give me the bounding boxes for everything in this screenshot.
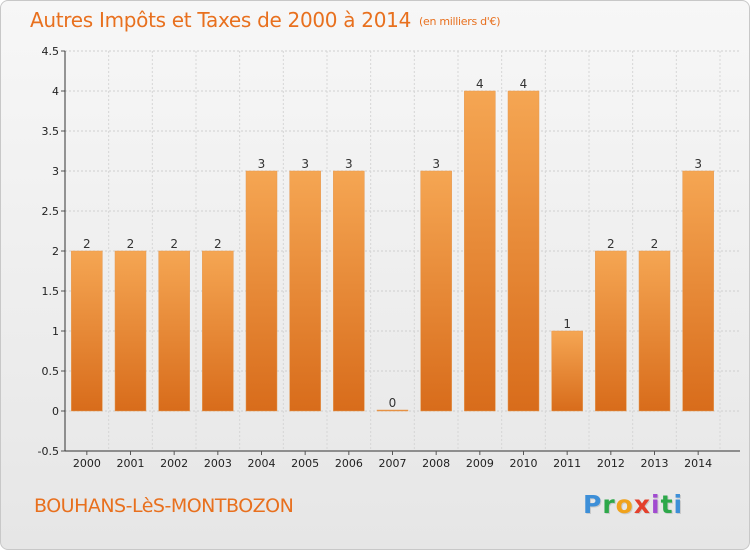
bar-data-label: 3: [345, 157, 353, 171]
logo-letter: o: [615, 490, 634, 519]
y-tick-label: 4.5: [42, 45, 60, 58]
y-tick-label: 0.5: [42, 365, 60, 378]
bar-data-label: 2: [651, 237, 659, 251]
bar-data-label: 1: [563, 317, 571, 331]
bar-data-label: 2: [127, 237, 135, 251]
x-tick-label: 2012: [597, 457, 625, 470]
commune-name: BOUHANS-LèS-MONTBOZON: [34, 495, 294, 517]
x-tick-label: 2009: [466, 457, 494, 470]
x-tick-label: 2007: [379, 457, 407, 470]
bar: [71, 250, 103, 412]
bar-data-label: 2: [170, 237, 178, 251]
bar: [202, 250, 234, 412]
y-tick-label: 3: [52, 165, 59, 178]
x-tick-label: 2008: [422, 457, 450, 470]
logo-letter: i: [651, 490, 661, 519]
bar: [376, 409, 409, 412]
bar-data-label: 2: [214, 237, 222, 251]
x-tick-label: 2004: [248, 457, 276, 470]
logo-letter: t: [660, 490, 674, 519]
y-tick-label: 4: [52, 85, 59, 98]
x-tick-label: 2005: [291, 457, 319, 470]
x-tick-label: 2013: [641, 457, 669, 470]
bar: [464, 90, 496, 412]
logo-letter: r: [602, 490, 616, 519]
logo-letter: i: [673, 490, 684, 519]
bar: [333, 170, 365, 412]
y-tick-label: 1: [52, 325, 59, 338]
x-tick-label: 2014: [684, 457, 712, 470]
x-tick-label: 2006: [335, 457, 363, 470]
title-text: Autres Impôts et Taxes de 2000 à 2014: [30, 8, 411, 32]
unit-label: (en milliers d'€): [419, 15, 501, 28]
chart-title: Autres Impôts et Taxes de 2000 à 2014 (en…: [30, 8, 500, 32]
bar: [158, 250, 190, 412]
bar: [289, 170, 321, 412]
bar-data-label: 4: [520, 77, 528, 91]
y-tick-label: 0: [52, 405, 59, 418]
bar-data-label: 3: [258, 157, 266, 171]
bar-data-label: 0: [389, 396, 397, 410]
bar-data-label: 2: [83, 237, 91, 251]
bar-data-label: 3: [694, 157, 702, 171]
bar-data-label: 2: [607, 237, 615, 251]
y-tick-label: -0.5: [38, 445, 59, 458]
logo-letter: P: [583, 490, 603, 519]
x-tick-label: 2001: [117, 457, 145, 470]
y-tick-label: 2.5: [42, 205, 60, 218]
bar-data-label: 3: [301, 157, 309, 171]
x-tick-label: 2010: [510, 457, 538, 470]
bar: [682, 170, 714, 412]
y-tick-label: 1.5: [42, 285, 60, 298]
bar: [595, 250, 627, 412]
y-tick-label: 3.5: [42, 125, 60, 138]
logo-letter: x: [633, 490, 651, 519]
bar-data-label: 4: [476, 77, 484, 91]
x-tick-label: 2000: [73, 457, 101, 470]
bar: [420, 170, 452, 412]
x-tick-label: 2003: [204, 457, 232, 470]
y-tick-label: 2: [52, 245, 59, 258]
bar: [638, 250, 671, 412]
x-tick-label: 2002: [160, 457, 188, 470]
bar: [507, 90, 540, 412]
x-tick-label: 2011: [553, 457, 581, 470]
bar: [245, 170, 278, 412]
bar-data-label: 3: [432, 157, 440, 171]
proxiti-logo: Proxiti: [583, 490, 683, 519]
bar: [551, 330, 583, 412]
bar: [114, 250, 147, 412]
